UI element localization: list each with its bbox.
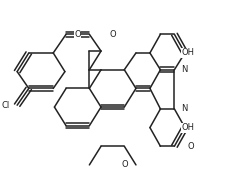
- Text: OH: OH: [181, 123, 194, 132]
- Text: O: O: [121, 160, 128, 169]
- Text: Cl: Cl: [2, 101, 10, 110]
- Text: O: O: [74, 30, 81, 39]
- Text: O: O: [187, 142, 194, 151]
- Text: N: N: [181, 104, 188, 113]
- Text: O: O: [109, 30, 116, 39]
- Text: N: N: [181, 65, 188, 74]
- Text: OH: OH: [181, 49, 194, 58]
